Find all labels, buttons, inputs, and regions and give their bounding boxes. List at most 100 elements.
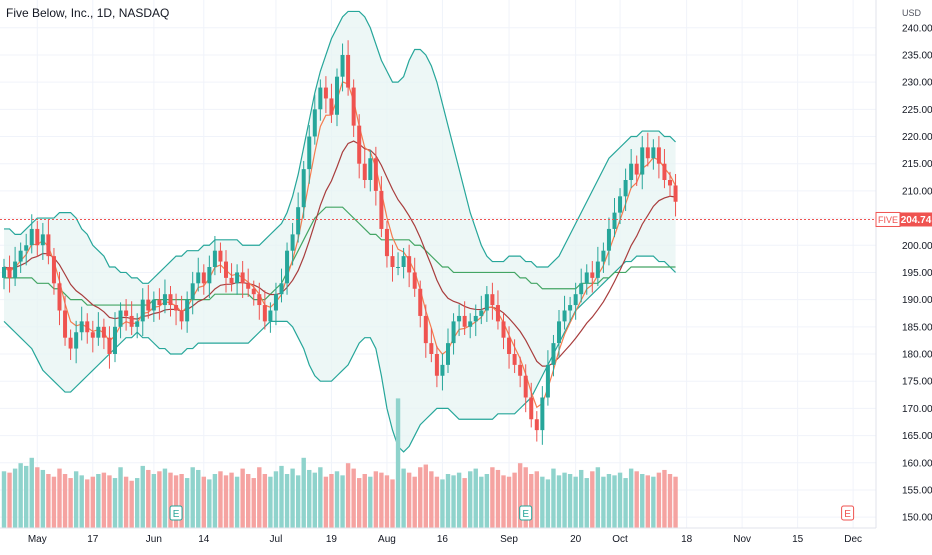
volume-bar [196, 469, 201, 528]
time-tick-label: 14 [198, 534, 210, 545]
volume-bar [662, 469, 667, 528]
candle-body [584, 272, 589, 284]
candle-body [201, 272, 206, 284]
volume-bar [146, 469, 151, 528]
volume-bar [495, 469, 501, 528]
candle-body [329, 98, 334, 115]
volume-bar [218, 471, 223, 528]
candle-body [634, 163, 639, 175]
volume-bar [101, 472, 107, 528]
candle-body [85, 321, 90, 333]
candle-body [362, 163, 367, 180]
earnings-marker[interactable]: E [169, 505, 183, 521]
price-tick-label: 160.00 [902, 458, 932, 469]
price-tick-label: 150.00 [902, 513, 932, 524]
candle-body [357, 125, 362, 164]
volume-bar [651, 476, 656, 528]
price-tick-label: 190.00 [902, 295, 932, 306]
candle-body [162, 294, 167, 306]
candle-body [118, 310, 123, 327]
volume-bar [429, 471, 434, 528]
volume-bar [312, 472, 317, 528]
candle-body [207, 267, 212, 284]
time-axis[interactable]: May 17 Jun 14 Jul 19 Aug 16 Sep 20 Oct 18 Nov 15 Dec [0, 527, 876, 545]
price-tick-label: 180.00 [902, 350, 932, 361]
volume-bar [140, 465, 145, 528]
volume-bar [307, 469, 312, 528]
price-tag-text: 204.74 [901, 215, 932, 226]
volume-bar [351, 468, 356, 528]
volume-bar [423, 464, 428, 528]
time-tick-label: Sep [500, 534, 518, 545]
time-tick-label: Dec [844, 534, 862, 545]
volume-bar [556, 475, 562, 528]
candle-body [484, 294, 489, 311]
volume-bar [295, 475, 301, 528]
volume-bar [79, 475, 84, 528]
volume-bar [523, 467, 528, 528]
time-tick-label: 19 [326, 534, 338, 545]
earnings-marker[interactable]: E [841, 505, 855, 521]
volume-bar [406, 472, 412, 528]
candle-body [412, 272, 417, 289]
candle-body [568, 305, 573, 311]
volume-bar [412, 476, 417, 528]
candle-body [63, 310, 68, 338]
candle-body [46, 234, 51, 257]
volume-bar [73, 471, 79, 528]
time-tick-label: Aug [378, 534, 396, 545]
volume-bar [157, 471, 162, 528]
price-tick-label: 215.00 [902, 159, 932, 170]
candle-body [518, 364, 523, 376]
volume-bar [645, 475, 650, 528]
volume-bar [612, 475, 617, 528]
volume-bar [290, 468, 295, 528]
bb-upper-line [4, 10, 676, 284]
candle-body [129, 315, 134, 327]
candle-body [396, 267, 401, 268]
volume-bar [368, 476, 373, 528]
price-tick-label: 175.00 [902, 377, 932, 388]
volume-bar [268, 476, 273, 528]
volume-bar [451, 475, 456, 528]
candle-body [146, 299, 151, 311]
volume-bar [628, 468, 634, 528]
price-tick-label: 235.00 [902, 50, 932, 61]
candle-body [662, 163, 667, 180]
candle-body [273, 294, 278, 311]
candle-body [562, 310, 567, 322]
candle-body [446, 343, 450, 365]
price-axis[interactable]: USD 240.00 235.00 230.00 225.00 220.00 215.00 2… [875, 0, 932, 528]
candle-body [40, 234, 45, 246]
candles [2, 40, 678, 445]
volume-bar [479, 476, 484, 528]
time-tick-label: Jul [270, 534, 283, 545]
candle-body [335, 76, 339, 115]
symbol-tag-text: FIVE [878, 215, 898, 225]
price-tick-label: 185.00 [902, 322, 932, 333]
volume-bar [512, 472, 517, 528]
candle-body [601, 250, 606, 262]
volume-bar [573, 476, 578, 528]
candle-body [490, 294, 495, 306]
volume-bar [151, 474, 157, 528]
volume-bar [640, 474, 645, 528]
candle-body [218, 250, 223, 262]
volume-bar [362, 474, 367, 528]
volume-bar [301, 457, 306, 528]
price-tag-box [900, 212, 932, 227]
volume-bar [345, 463, 351, 528]
candle-body [301, 169, 306, 208]
earnings-marker[interactable]: E [519, 505, 533, 521]
candle-body [473, 315, 478, 322]
candle-body [551, 343, 556, 365]
volume-bar [51, 476, 57, 528]
candle-body [351, 87, 356, 126]
candle-body [318, 87, 323, 110]
volume-bar [112, 478, 118, 528]
candle-body [290, 234, 295, 251]
volume-bar [35, 467, 40, 528]
